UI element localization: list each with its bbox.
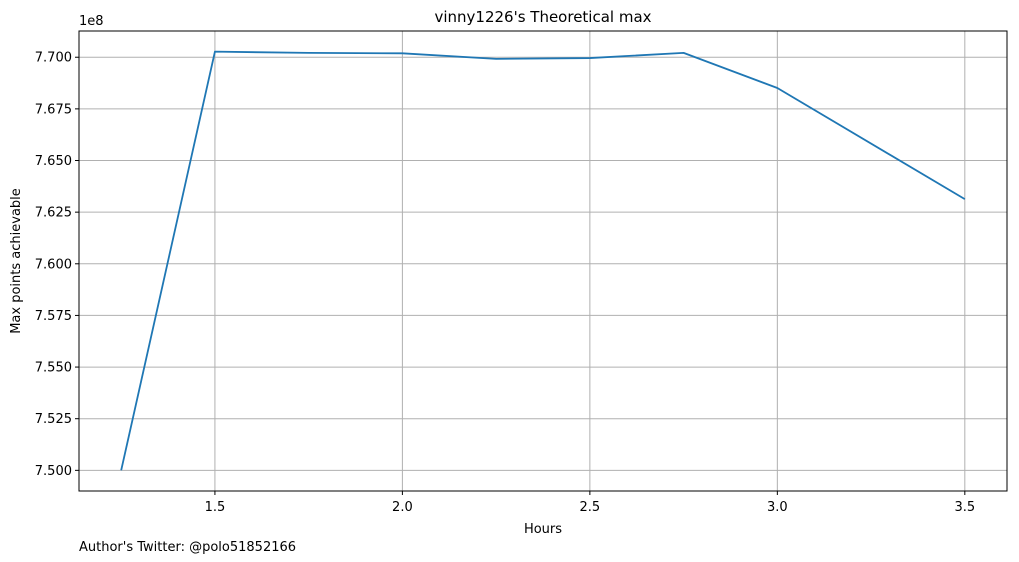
grid-lines bbox=[79, 31, 1007, 491]
y-tick-label: 7.600 bbox=[35, 257, 72, 272]
y-tick-label: 7.625 bbox=[35, 206, 72, 221]
x-axis-label: Hours bbox=[524, 522, 562, 537]
y-axis-label: Max points achievable bbox=[9, 188, 24, 334]
y-tick-label: 7.575 bbox=[35, 309, 72, 324]
y-tick-label: 7.525 bbox=[35, 412, 72, 427]
y-tick-label: 7.650 bbox=[35, 154, 72, 169]
plot-frame bbox=[78, 30, 1008, 492]
x-tick-label: 1.5 bbox=[205, 500, 226, 515]
y-axis-offset-label: 1e8 bbox=[79, 14, 104, 29]
y-tick-label: 7.500 bbox=[35, 464, 72, 479]
y-axis-ticks: 7.500 7.525 7.550 7.575 7.600 7.625 7.650 7.675… bbox=[35, 51, 79, 479]
y-tick-label: 7.700 bbox=[35, 51, 72, 66]
y-tick-label: 7.550 bbox=[35, 361, 72, 376]
x-tick-label: 2.5 bbox=[580, 500, 601, 515]
chart-title: vinny1226's Theoretical max bbox=[434, 8, 651, 26]
x-tick-label: 3.5 bbox=[954, 500, 975, 515]
x-axis-ticks: 1.5 2.0 2.5 3.0 3.5 bbox=[205, 491, 975, 515]
series-line bbox=[120, 50, 966, 471]
x-tick-label: 2.0 bbox=[392, 500, 413, 515]
author-twitter-footer: Author's Twitter: @polo51852166 bbox=[79, 540, 296, 555]
x-tick-label: 3.0 bbox=[767, 500, 788, 515]
series-layer bbox=[120, 50, 966, 471]
y-tick-label: 7.675 bbox=[35, 102, 72, 117]
